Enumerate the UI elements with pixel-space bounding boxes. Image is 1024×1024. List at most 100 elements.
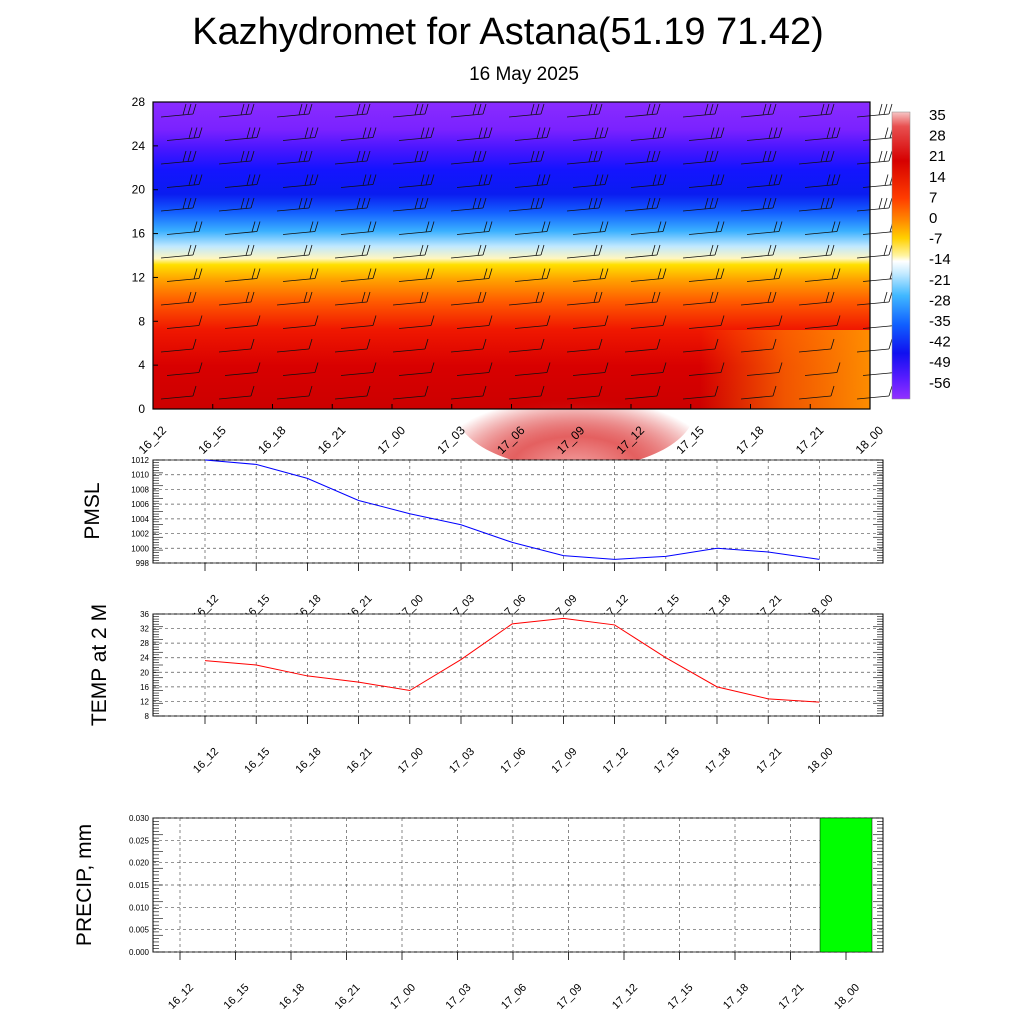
wind-barb [572, 268, 609, 282]
wind-barb [340, 221, 377, 235]
wind-barb [572, 362, 609, 376]
precip-panel: 0.030 0.025 0.020 0.015 0.010 0.005 0.000 16_1… [73, 814, 884, 1012]
wind-barb [682, 338, 719, 353]
wind-barb [276, 338, 313, 353]
wind-barb [688, 127, 725, 141]
wind-barb [392, 338, 429, 353]
wind-barb [746, 362, 783, 376]
colorbar-label: -14 [929, 251, 951, 268]
wind-barb [572, 221, 609, 235]
wind-barb [334, 103, 371, 118]
wind-barb [630, 315, 667, 329]
wind-barb [392, 291, 429, 306]
heatmap-ytick-label: 0 [138, 402, 145, 416]
colorbar-label: -49 [929, 354, 951, 371]
wind-barb [746, 268, 783, 282]
page-title: Kazhydromet for Astana(51.19 71.42) [192, 11, 824, 53]
wind-barb [160, 338, 197, 353]
wind-barb [566, 197, 603, 212]
ytick-label: 0.015 [129, 881, 150, 890]
ytick-label: 998 [136, 559, 150, 568]
wind-barb [218, 103, 255, 118]
xtick-label: 16_18 [293, 746, 323, 776]
ytick-label: 0.000 [129, 948, 150, 957]
wind-barb [218, 197, 255, 212]
wind-barb [804, 221, 841, 235]
wind-barb [746, 174, 783, 188]
wind-barb [450, 197, 487, 212]
wind-barb [218, 291, 255, 306]
wind-barb [224, 127, 261, 141]
wind-barb [224, 315, 261, 329]
wind-barb [682, 385, 719, 400]
wind-barb [746, 315, 783, 329]
wind-barb [392, 103, 429, 118]
wind-barb [398, 127, 435, 141]
wind-barb [856, 150, 893, 165]
xtick-label: 17_03 [447, 746, 477, 776]
colorbar-label: 7 [929, 189, 937, 206]
wind-barb [630, 268, 667, 282]
heatmap-panel: 0 4 8 12 16 20 24 28 16_12 16_15 16_18 16_21 17_00 1… [132, 95, 899, 469]
wind-barb [566, 150, 603, 165]
precip-axis-label: PRECIP, mm [73, 824, 96, 946]
wind-barb [456, 221, 493, 235]
wind-barb [624, 197, 661, 212]
wind-barb [798, 244, 835, 259]
wind-barb [624, 338, 661, 353]
wind-barb [688, 315, 725, 329]
colorbar-label: -28 [929, 292, 951, 309]
heatmap-xtick-label: 18_00 [853, 423, 887, 457]
wind-barb [160, 197, 197, 212]
ytick-label: 1000 [131, 544, 149, 553]
temp-series-line [204, 617, 820, 703]
wind-barb [282, 174, 319, 188]
wind-barb [566, 385, 603, 400]
colorbar: 35 28 21 14 7 0 -7 -14 -21 -28 -35 -42 -49 -56 [891, 107, 951, 400]
wind-barb [456, 362, 493, 376]
wind-barb [798, 291, 835, 306]
heatmap-ytick-label: 12 [132, 270, 146, 284]
wind-barb [566, 244, 603, 259]
wind-barb [514, 174, 551, 188]
precip-bar [819, 817, 873, 953]
wind-barb [392, 385, 429, 400]
heatmap-xtick-label: 17_21 [793, 423, 827, 457]
ytick-label: 0.020 [129, 859, 150, 868]
wind-barb [630, 127, 667, 141]
heatmap-cool-edge [700, 330, 870, 409]
wind-barb [630, 174, 667, 188]
temp-panel: 36 32 28 24 20 16 12 8 16_12 16_15 16_18 16_21 17_0… [88, 604, 884, 776]
xtick-label: 17_21 [777, 982, 807, 1012]
wind-barb [804, 127, 841, 141]
heatmap-xtick-label: 16_18 [255, 423, 289, 457]
xtick-label: 18_00 [832, 982, 862, 1012]
wind-barb [450, 150, 487, 165]
colorbar-scale [891, 111, 911, 400]
ytick-label: 16 [140, 683, 149, 692]
ytick-label: 1002 [131, 530, 149, 539]
wind-barb [450, 244, 487, 259]
wind-barb [804, 174, 841, 188]
wind-barb [682, 291, 719, 306]
wind-barb [282, 315, 319, 329]
wind-barb [456, 315, 493, 329]
wind-barb [398, 362, 435, 376]
wind-barb [340, 315, 377, 329]
wind-barb [276, 150, 313, 165]
xtick-label: 17_15 [666, 982, 696, 1012]
wind-barb [334, 291, 371, 306]
ytick-label: 36 [140, 610, 149, 619]
wind-barb [746, 127, 783, 141]
wind-barb [282, 221, 319, 235]
wind-barb [740, 338, 777, 353]
wind-barb [798, 103, 835, 118]
wind-barb [334, 385, 371, 400]
wind-barb [804, 315, 841, 329]
wind-barb [508, 150, 545, 165]
heatmap-ytick-label: 8 [138, 314, 145, 328]
wind-barb [160, 385, 197, 400]
heatmap-ytick-label: 4 [138, 358, 145, 372]
ytick-label: 32 [140, 625, 149, 634]
